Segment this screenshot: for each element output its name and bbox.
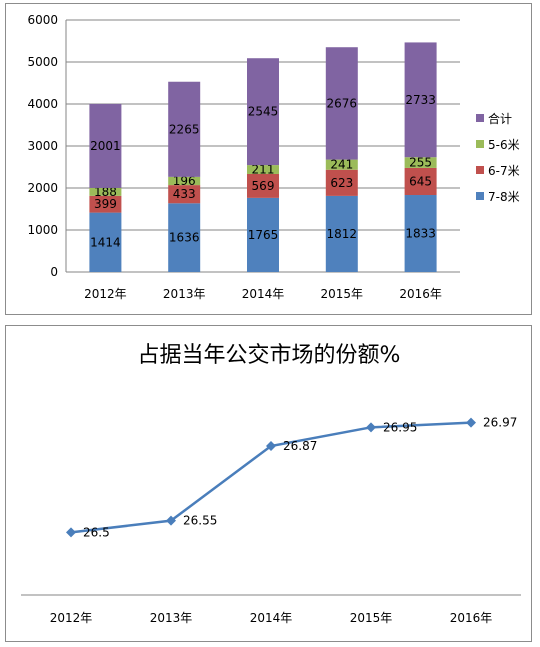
line-chart-panel: 占据当年公交市场的份额% 26.5 26.55 26.87 26.95 26.97 201…	[5, 325, 532, 642]
data-label: 2545	[248, 105, 279, 119]
data-label: 2733	[405, 93, 436, 107]
data-label: 1765	[248, 228, 279, 242]
bar-segment	[168, 176, 201, 186]
stacked-bar-chart-panel: 0 1000 2000 3000 4000 5000 6000 1414 399 188 2001 2…	[5, 3, 532, 315]
data-label: 188	[94, 185, 117, 199]
legend-label: 6-7米	[488, 164, 520, 178]
data-label: 1833	[405, 227, 436, 241]
data-marker	[466, 417, 476, 428]
bar-segment	[325, 195, 358, 272]
bar-segment	[404, 195, 437, 272]
data-marker	[266, 441, 276, 451]
data-label: 2265	[169, 122, 200, 136]
y-tick-label: 3000	[27, 139, 58, 153]
line-chart: 占据当年公交市场的份额% 26.5 26.55 26.87 26.95 26.97 201…	[21, 343, 521, 625]
data-label: 2676	[327, 96, 358, 110]
data-marker	[166, 515, 176, 526]
x-tick-label: 2016年	[450, 611, 493, 625]
data-label: 2001	[90, 139, 121, 153]
bar-segment	[247, 173, 279, 198]
bar-segment	[89, 212, 122, 272]
x-tick-label: 2016年	[399, 287, 442, 301]
x-tick-label: 2014年	[250, 611, 293, 625]
bar-segment	[89, 103, 122, 188]
line-chart-title: 占据当年公交市场的份额%	[138, 343, 401, 368]
bar-segment	[325, 47, 358, 160]
data-label: 26.55	[183, 514, 217, 528]
bar-segment	[168, 81, 201, 177]
legend-swatch	[476, 114, 484, 122]
data-label: 569	[252, 179, 275, 193]
bar-segment	[325, 169, 358, 196]
data-label: 196	[173, 174, 196, 188]
y-tick-label: 5000	[27, 55, 58, 69]
bar-segment	[247, 58, 279, 166]
data-label: 623	[330, 176, 353, 190]
legend-label: 合计	[488, 111, 512, 126]
x-tick-label: 2012年	[84, 287, 127, 301]
legend-swatch	[476, 166, 484, 174]
y-tick-label: 2000	[27, 181, 58, 195]
data-label: 399	[94, 197, 117, 211]
bar-segment	[404, 42, 437, 158]
share-line	[70, 421, 472, 534]
bar-segment	[404, 157, 437, 168]
data-label: 26.97	[483, 416, 517, 430]
bar-segment	[168, 203, 201, 272]
bar-segment	[247, 165, 279, 174]
x-tick-label: 2013年	[163, 287, 206, 301]
data-label: 1414	[90, 235, 121, 249]
data-marker	[66, 527, 76, 538]
bar-segment	[89, 187, 122, 196]
y-tick-label: 0	[50, 265, 58, 279]
x-tick-label: 2013年	[150, 611, 193, 625]
data-label: 26.5	[83, 525, 110, 539]
bar-segment	[325, 159, 358, 170]
x-tick-label: 2015年	[321, 287, 364, 301]
bar-segment	[404, 167, 437, 196]
y-tick-label: 4000	[27, 97, 58, 111]
data-label: 255	[409, 156, 432, 170]
legend-swatch	[476, 140, 484, 148]
data-marker	[366, 422, 376, 433]
data-label: 645	[409, 174, 432, 188]
data-label: 1812	[327, 227, 358, 241]
data-label: 433	[173, 187, 196, 201]
y-tick-label: 1000	[27, 223, 58, 237]
bar-segment	[168, 185, 201, 204]
x-tick-label: 2015年	[350, 611, 393, 625]
x-tick-label: 2012年	[50, 611, 93, 625]
data-label: 241	[330, 158, 353, 172]
data-label: 26.87	[283, 439, 317, 453]
legend-label: 7-8米	[488, 190, 520, 204]
x-tick-label: 2014年	[242, 287, 285, 301]
data-label: 26.95	[383, 420, 417, 434]
data-label: 211	[252, 163, 275, 177]
bar-segment	[89, 195, 122, 213]
y-tick-label: 6000	[27, 13, 58, 27]
legend-swatch	[476, 192, 484, 200]
legend-label: 5-6米	[488, 138, 520, 152]
data-label: 1636	[169, 231, 200, 245]
bar-segment	[247, 197, 279, 272]
